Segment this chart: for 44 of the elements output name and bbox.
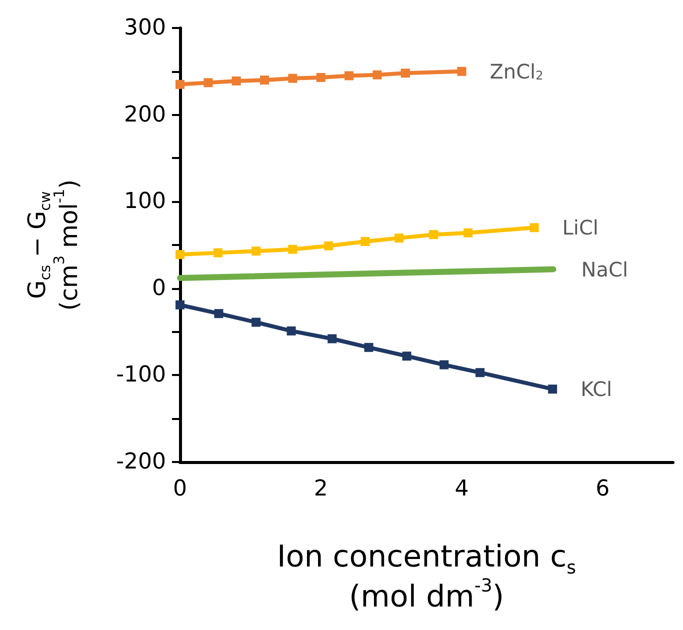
point (214, 248, 223, 258)
point (457, 66, 466, 76)
point (402, 352, 412, 361)
point (464, 228, 473, 238)
point (288, 74, 298, 83)
point (176, 250, 184, 260)
x-tick-label: 6 (596, 476, 610, 502)
point (176, 80, 184, 89)
point (548, 384, 558, 394)
point (252, 318, 261, 327)
point (328, 334, 337, 344)
point (429, 230, 438, 240)
series-label: LiCl (562, 216, 598, 240)
point (530, 223, 539, 232)
point (394, 234, 404, 243)
point (252, 246, 261, 256)
point (232, 76, 241, 86)
point (214, 309, 224, 318)
y-tick-label: 300 (124, 16, 166, 40)
point (476, 368, 485, 378)
y-tick-label: -200 (116, 450, 166, 474)
point (288, 244, 298, 254)
series-label: NaCl (581, 257, 628, 282)
series-label: ZnCl2 (490, 59, 544, 84)
point (286, 326, 296, 336)
point (260, 76, 270, 85)
point (364, 342, 374, 352)
point (372, 70, 382, 80)
point (360, 237, 370, 246)
y-tick-label: 200 (124, 102, 166, 128)
point (400, 68, 410, 78)
point (344, 71, 354, 80)
y-tick-label: 0 (152, 276, 166, 301)
x-tick-label: 0 (173, 476, 187, 502)
point (204, 78, 213, 88)
point (316, 72, 326, 82)
point (324, 241, 334, 250)
x-tick-label: 4 (454, 476, 469, 502)
point (176, 300, 184, 310)
series-label: KCl (580, 377, 612, 402)
y-tick-label: 100 (124, 189, 166, 214)
point (440, 360, 449, 370)
y-tick-label: -100 (116, 362, 166, 388)
x-tick-label: 2 (314, 476, 328, 502)
